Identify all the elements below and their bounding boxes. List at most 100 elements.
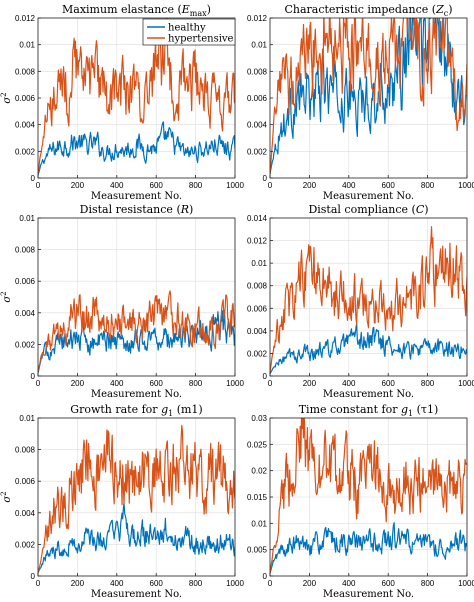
series-line-healthy	[270, 522, 467, 574]
y-tick-label: 0.03	[251, 414, 267, 423]
x-tick-label: 400	[342, 579, 356, 588]
x-tick-label: 1000	[458, 579, 474, 588]
y-tick-label: 0.012	[247, 237, 268, 246]
x-tick-label: 400	[110, 181, 124, 190]
x-tick-label: 800	[421, 579, 435, 588]
y-tick-label: 0	[263, 372, 268, 381]
chart-panel: 0 200 400 600 800 1000 0 0.002 0.004 0.006 0.008 0.…	[0, 403, 244, 600]
axes-box	[37, 417, 236, 577]
y-tick-label: 0.02	[251, 467, 267, 476]
y-tick-label: 0.012	[247, 14, 268, 23]
x-tick-label: 0	[36, 579, 41, 588]
x-tick-label: 400	[110, 579, 124, 588]
y-tick-label: 0.01	[251, 519, 267, 528]
y-axis-label: σ2	[0, 92, 13, 103]
y-tick-label: 0.015	[247, 493, 268, 502]
axes-box	[37, 217, 236, 377]
x-axis-label: Measurement No.	[91, 589, 182, 600]
y-tick-label: 0.01	[19, 214, 35, 223]
y-tick-label: 0.008	[15, 67, 36, 76]
x-tick-label: 800	[189, 181, 203, 190]
y-tick-label: 0.006	[15, 277, 36, 286]
y-tick-label: 0.002	[15, 540, 36, 549]
series-line-hypertensive	[270, 226, 467, 373]
y-tick-label: 0.008	[247, 67, 268, 76]
y-tick-label: 0	[31, 372, 36, 381]
series-line-hypertensive	[38, 18, 235, 175]
x-tick-label: 600	[150, 181, 164, 190]
y-tick-label: 0	[31, 174, 36, 183]
y-axis-label: σ2	[0, 491, 13, 502]
series-line-hypertensive	[270, 18, 467, 175]
x-tick-label: 600	[382, 579, 396, 588]
x-tick-label: 200	[303, 181, 317, 190]
y-tick-label: 0.008	[15, 246, 36, 255]
y-tick-label: 0.01	[251, 259, 267, 268]
x-tick-label: 1000	[226, 181, 244, 190]
y-tick-label: 0.004	[15, 509, 36, 518]
x-tick-label: 400	[342, 181, 356, 190]
x-tick-label: 0	[268, 579, 273, 588]
x-tick-label: 600	[150, 579, 164, 588]
y-tick-label: 0	[263, 174, 268, 183]
x-tick-label: 0	[36, 181, 41, 190]
chart-panel: 0 200 400 600 800 1000 0 0.002 0.004 0.006 0.008 0.…	[247, 203, 474, 400]
y-tick-label: 0.014	[247, 214, 268, 223]
legend-box	[142, 18, 236, 46]
legend-label-healthy: healthy	[168, 23, 206, 34]
x-tick-label: 600	[382, 379, 396, 388]
x-axis-label: Measurement No.	[323, 191, 414, 202]
chart-title: Growth rate for g1 (m1)	[70, 403, 202, 418]
x-tick-label: 800	[421, 181, 435, 190]
x-tick-label: 1000	[458, 379, 474, 388]
x-tick-label: 800	[189, 579, 203, 588]
y-tick-label: 0.006	[15, 477, 36, 486]
x-tick-label: 200	[303, 579, 317, 588]
axes-box	[269, 217, 468, 377]
y-tick-label: 0	[263, 572, 268, 581]
y-tick-label: 0.01	[19, 41, 35, 50]
legend-label-hypertensive: hypertensive	[168, 34, 234, 45]
y-tick-label: 0.008	[247, 282, 268, 291]
chart-title: Characteristic impedance (Zc)	[284, 3, 452, 18]
x-tick-label: 200	[71, 379, 85, 388]
chart-title: Distal compliance (C)	[308, 203, 428, 216]
y-tick-label: 0.005	[247, 546, 268, 555]
x-tick-label: 800	[421, 379, 435, 388]
chart-panel: 0 200 400 600 800 1000 0 0.005 0.01 0.015 0.02 0.02…	[247, 403, 474, 600]
y-tick-label: 0	[31, 572, 36, 581]
chart-panel: 0 200 400 600 800 1000 0 0.002 0.004 0.006 0.008 0.…	[0, 3, 244, 202]
y-tick-label: 0.01	[19, 414, 35, 423]
x-tick-label: 600	[382, 181, 396, 190]
x-tick-label: 200	[303, 379, 317, 388]
chart-title: Distal resistance (R)	[80, 203, 194, 216]
chart-title: Time constant for g1 (τ1)	[299, 403, 439, 418]
x-axis-label: Measurement No.	[91, 191, 182, 202]
series-line-healthy	[38, 502, 235, 574]
series-line-healthy	[270, 323, 467, 375]
x-tick-label: 1000	[226, 579, 244, 588]
y-tick-label: 0.006	[247, 94, 268, 103]
x-axis-label: Measurement No.	[323, 389, 414, 400]
x-tick-label: 1000	[458, 181, 474, 190]
series-line-hypertensive	[38, 290, 235, 372]
x-tick-label: 400	[342, 379, 356, 388]
y-tick-label: 0.012	[15, 14, 36, 23]
y-tick-label: 0.002	[15, 147, 36, 156]
x-tick-label: 600	[150, 379, 164, 388]
y-tick-label: 0.002	[247, 147, 268, 156]
y-axis-label: σ2	[0, 291, 13, 302]
x-axis-label: Measurement No.	[91, 389, 182, 400]
x-tick-label: 200	[71, 181, 85, 190]
x-tick-label: 1000	[226, 379, 244, 388]
y-tick-label: 0.002	[247, 349, 268, 358]
y-tick-label: 0.006	[247, 304, 268, 313]
x-tick-label: 400	[110, 379, 124, 388]
x-axis-label: Measurement No.	[323, 589, 414, 600]
x-tick-label: 0	[36, 379, 41, 388]
chart-title: Maximum elastance (Emax)	[62, 3, 211, 18]
series-line-hypertensive	[38, 424, 235, 573]
y-tick-label: 0.025	[247, 440, 268, 449]
